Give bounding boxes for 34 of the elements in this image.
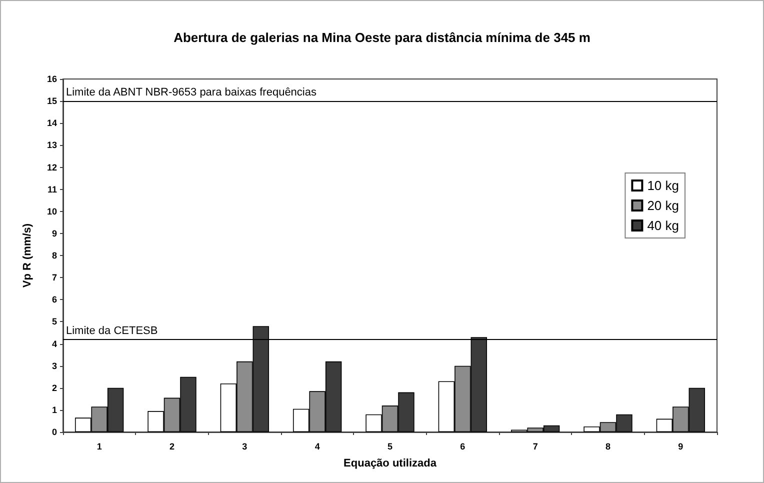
y-tick-label: 6: [52, 294, 57, 305]
x-tick-label: 6: [460, 442, 466, 452]
y-tick-label: 9: [52, 228, 57, 238]
ref-line-label: Limite da CETESB: [66, 324, 158, 337]
x-tick-label: 9: [678, 442, 684, 452]
y-tick-label: 16: [46, 74, 57, 84]
y-tick-label: 3: [52, 360, 57, 371]
y-tick-label: 12: [46, 162, 57, 172]
ref-line-label: Limite da ABNT NBR-9653 para baixas frequências: [66, 86, 317, 99]
y-tick-label: 15: [46, 96, 57, 106]
legend-label: 40 kg: [647, 218, 680, 233]
y-axis-title: Vp R (mm/s): [22, 223, 34, 288]
x-tick-label: 1: [96, 442, 102, 452]
legend-label: 20 kg: [647, 198, 680, 213]
legend-label: 10 kg: [647, 178, 680, 193]
y-tick-label: 4: [52, 338, 57, 349]
y-tick-label: 11: [47, 184, 57, 194]
x-tick-label: 5: [387, 442, 393, 452]
x-tick-label: 2: [169, 442, 175, 452]
chart-title: Abertura de galerias na Mina Oeste para distância mínima de 345 m: [174, 30, 590, 45]
y-tick-label: 2: [52, 382, 57, 393]
y-tick-label: 14: [46, 118, 57, 128]
x-tick-label: 8: [605, 442, 611, 452]
y-tick-label: 8: [52, 250, 57, 260]
y-tick-label: 10: [46, 206, 57, 216]
x-tick-label: 7: [532, 442, 538, 452]
y-tick-label: 13: [46, 140, 57, 150]
x-tick-label: 4: [314, 442, 320, 452]
y-tick-label: 7: [52, 272, 57, 283]
y-tick-label: 5: [52, 316, 57, 327]
x-tick-label: 3: [242, 442, 248, 452]
y-tick-label: 1: [52, 404, 57, 415]
y-tick-label: 0: [52, 427, 57, 437]
x-axis-title: Equação utilizada: [344, 458, 438, 470]
